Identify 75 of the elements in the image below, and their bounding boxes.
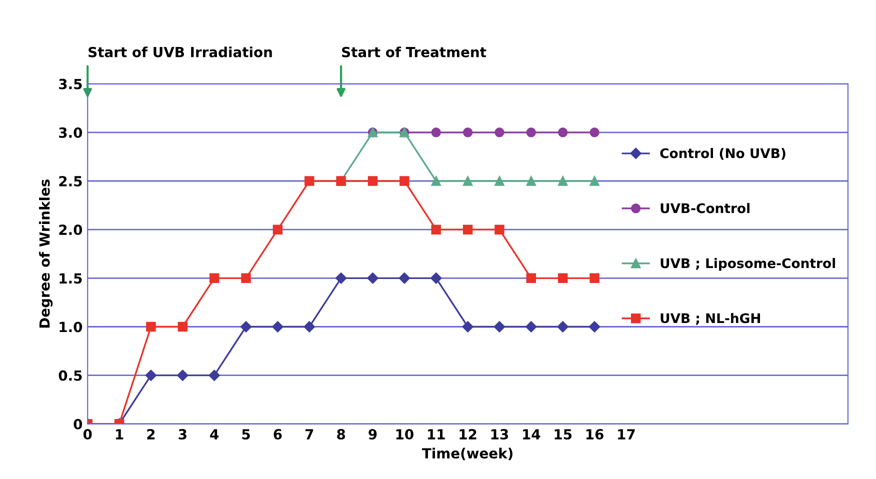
point <box>367 272 378 284</box>
point <box>304 321 315 332</box>
point <box>272 321 284 332</box>
point <box>462 176 473 186</box>
point <box>430 272 442 284</box>
point <box>526 273 536 284</box>
text: Start of Treatment <box>342 46 486 58</box>
point <box>558 273 568 284</box>
point <box>304 176 314 186</box>
x-tick-label: 3 <box>178 429 186 440</box>
point <box>240 321 252 332</box>
x-tick-label: 6 <box>274 429 282 440</box>
x-tick-label: 16 <box>586 429 604 440</box>
point <box>588 321 600 332</box>
y-tick-label: 0 <box>74 418 82 430</box>
x-tick-label: 15 <box>554 429 572 440</box>
x-tick-label: 12 <box>460 429 476 440</box>
point <box>526 321 537 332</box>
point <box>431 128 441 138</box>
point <box>368 176 378 186</box>
legend-label: Control (No UVB) <box>660 148 786 160</box>
legend-label: UVB-Control <box>660 202 750 214</box>
x-tick-label: 9 <box>368 429 377 440</box>
y-tick-label: 1.0 <box>60 322 82 332</box>
x-axis-title: Time(week) <box>422 448 512 460</box>
text: Start of UVB Irradiation <box>88 46 272 58</box>
x-tick-label: 17 <box>618 429 635 440</box>
x-tick-label: 8 <box>337 429 346 440</box>
point <box>558 128 568 138</box>
point <box>145 370 157 381</box>
x-tick-label: 7 <box>305 429 314 440</box>
y-tick-label: 2.0 <box>59 224 82 236</box>
point <box>462 224 473 234</box>
y-tick-label: 1.5 <box>60 273 82 284</box>
point <box>494 224 504 234</box>
point <box>241 273 251 284</box>
y-tick-label: 0.5 <box>58 370 82 381</box>
y-tick-label: 3.0 <box>59 127 82 138</box>
point <box>431 224 441 234</box>
x-tick-label: 0 <box>83 429 92 440</box>
point <box>526 128 536 138</box>
legend-label: UVB ; NL-hGH <box>660 312 760 325</box>
point <box>146 322 156 332</box>
point <box>494 128 504 138</box>
point <box>335 272 347 284</box>
point <box>272 224 283 234</box>
point <box>558 176 568 186</box>
point <box>557 321 568 332</box>
y-tick-label: 2.5 <box>59 176 82 186</box>
x-tick-label: 1 <box>116 429 124 440</box>
point <box>462 128 473 138</box>
point <box>209 273 220 284</box>
x-tick-label: 10 <box>396 429 414 440</box>
point <box>398 272 410 284</box>
point <box>177 370 188 381</box>
x-tick-label: 5 <box>242 429 250 440</box>
y-axis-title: Degree of Wrinkles <box>39 179 53 328</box>
point <box>494 176 504 186</box>
x-tick-label: 14 <box>523 429 540 440</box>
legend-label: UVB ; Liposome-Control <box>660 258 835 271</box>
x-tick-label: 13 <box>491 429 508 440</box>
point <box>590 273 600 284</box>
point <box>462 321 474 332</box>
x-tick-label: 4 <box>210 429 219 440</box>
point <box>178 322 188 332</box>
point <box>494 321 506 332</box>
point <box>431 176 441 186</box>
point <box>208 370 220 381</box>
x-tick-label: 11 <box>428 429 445 440</box>
x-tick-label: 2 <box>147 429 155 440</box>
point <box>590 176 600 186</box>
point <box>400 176 410 186</box>
y-tick-label: 3.5 <box>59 78 82 90</box>
point <box>526 176 536 186</box>
point <box>590 128 600 138</box>
